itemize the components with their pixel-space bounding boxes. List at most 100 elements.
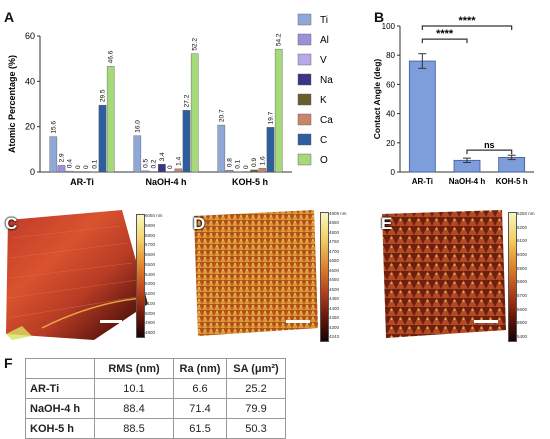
colorbar-tick-label: 4800	[329, 231, 339, 236]
scale-bar-c	[100, 320, 122, 323]
y-tick-label: 0	[391, 168, 396, 177]
significance-label: ****	[436, 28, 454, 40]
colorbar-tick-label: 5400	[517, 335, 527, 340]
afm-surface-d	[190, 208, 340, 343]
bar-v	[66, 171, 73, 172]
colorbar-e	[508, 212, 517, 342]
bar-na	[158, 164, 165, 172]
panel-label-f-wrap: F	[4, 352, 24, 372]
data-label: 0.4	[67, 159, 74, 168]
colorbar-tick-label: 4600	[329, 269, 339, 274]
data-label: 0	[243, 165, 250, 169]
data-label: 20.7	[218, 109, 225, 122]
bar-ti	[134, 136, 141, 172]
data-label: 0.1	[235, 159, 242, 168]
colorbar-tick-label: 4700	[329, 250, 339, 255]
bar-ca	[259, 168, 266, 172]
table-row: AR-Ti 10.1 6.6 25.2	[26, 379, 286, 399]
colorbar-d	[320, 212, 329, 342]
y-tick-label: 40	[25, 76, 35, 86]
data-label: 46.6	[108, 50, 115, 63]
cell-sa: 79.9	[227, 399, 286, 419]
table-header-row: RMS (nm) Ra (nm) SA (μm²)	[26, 359, 286, 379]
legend-label: Na	[320, 75, 333, 86]
legend-swatch-ca	[298, 114, 311, 125]
row-label: NaOH-4 h	[26, 399, 95, 419]
colorbar-tick-label: 4500	[329, 288, 339, 293]
cell-ra: 61.5	[174, 419, 227, 439]
data-label: 16.0	[134, 120, 141, 133]
table-row: NaOH-4 h 88.4 71.4 79.9	[26, 399, 286, 419]
data-label: 1.4	[175, 156, 182, 165]
scale-bar-e	[474, 320, 498, 323]
roughness-table: RMS (nm) Ra (nm) SA (μm²) AR-Ti 10.1 6.6…	[25, 358, 286, 439]
panel-label-c: C	[5, 214, 17, 234]
x-tick-label: AR-Ti	[70, 177, 94, 187]
colorbar-tick-label: 5700	[145, 243, 155, 248]
legend-swatch-v	[298, 54, 311, 65]
row-label: AR-Ti	[26, 379, 95, 399]
data-label: 52.2	[192, 38, 199, 51]
bar-k	[251, 170, 258, 172]
bar-o	[275, 49, 282, 172]
legend-label: Ti	[320, 15, 328, 26]
colorbar-tick-label: 4850	[329, 221, 339, 226]
row-label: KOH-5 h	[26, 419, 95, 439]
bar-al	[226, 170, 233, 172]
colorbar-tick-label: 5800	[145, 234, 155, 239]
colorbar-tick-label: 5000	[145, 312, 155, 317]
significance-bracket	[467, 150, 512, 154]
legend-swatch-c	[298, 134, 311, 145]
y-axis-title: Contact Angle (deg)	[372, 59, 382, 140]
y-tick-label: 60	[386, 80, 395, 89]
data-label: 0	[83, 165, 90, 169]
panel-label-d: D	[193, 214, 205, 234]
colorbar-tick-label: 6050 nm	[145, 214, 163, 219]
data-label: 0	[167, 165, 174, 169]
significance-label: ****	[458, 15, 476, 27]
legend-swatch-o	[298, 154, 311, 165]
data-label: 0.2	[151, 159, 158, 168]
legend-label: K	[320, 95, 327, 106]
colorbar-tick-label: 5900	[517, 267, 527, 272]
colorbar-tick-label: 6100	[517, 239, 527, 244]
y-tick-label: 20	[25, 122, 35, 132]
bar-o	[107, 66, 114, 172]
colorbar-tick-label: 5600	[145, 253, 155, 258]
data-label: 15.6	[50, 121, 57, 134]
legend-label: Al	[320, 35, 329, 46]
panel-label-f: F	[4, 355, 13, 371]
cell-ra: 6.6	[174, 379, 227, 399]
bar-c	[267, 127, 274, 172]
colorbar-tick-label: 4900	[145, 321, 155, 326]
x-tick-label: KOH-5 h	[496, 177, 528, 186]
data-label: 1.6	[259, 156, 266, 165]
colorbar-tick-label: 4550	[329, 278, 339, 283]
table-header-ra: Ra (nm)	[174, 359, 227, 379]
cell-rms: 88.5	[95, 419, 174, 439]
colorbar-tick-label: 5200	[145, 292, 155, 297]
data-label: 0.5	[143, 158, 150, 167]
cell-sa: 50.3	[227, 419, 286, 439]
legend-label: C	[320, 135, 327, 146]
y-axis-title: Atomic Percentage (%)	[7, 55, 17, 153]
bar-c	[99, 105, 106, 172]
legend-label: Ca	[320, 115, 333, 126]
bar-contact-angle	[409, 61, 435, 172]
y-tick-label: 60	[25, 31, 35, 41]
colorbar-tick-label: 4350	[329, 316, 339, 321]
bar-ti	[218, 125, 225, 172]
colorbar-tick-label: 4400	[329, 307, 339, 312]
table-row: KOH-5 h 88.5 61.5 50.3	[26, 419, 286, 439]
colorbar-tick-label: 5700	[517, 294, 527, 299]
y-tick-label: 80	[386, 51, 395, 60]
data-label: 0.1	[91, 159, 98, 168]
panel-label-a: A	[4, 9, 14, 25]
panel-label-e: E	[381, 214, 392, 234]
x-tick-label: NaOH-4 h	[449, 177, 486, 186]
y-tick-label: 20	[386, 139, 395, 148]
